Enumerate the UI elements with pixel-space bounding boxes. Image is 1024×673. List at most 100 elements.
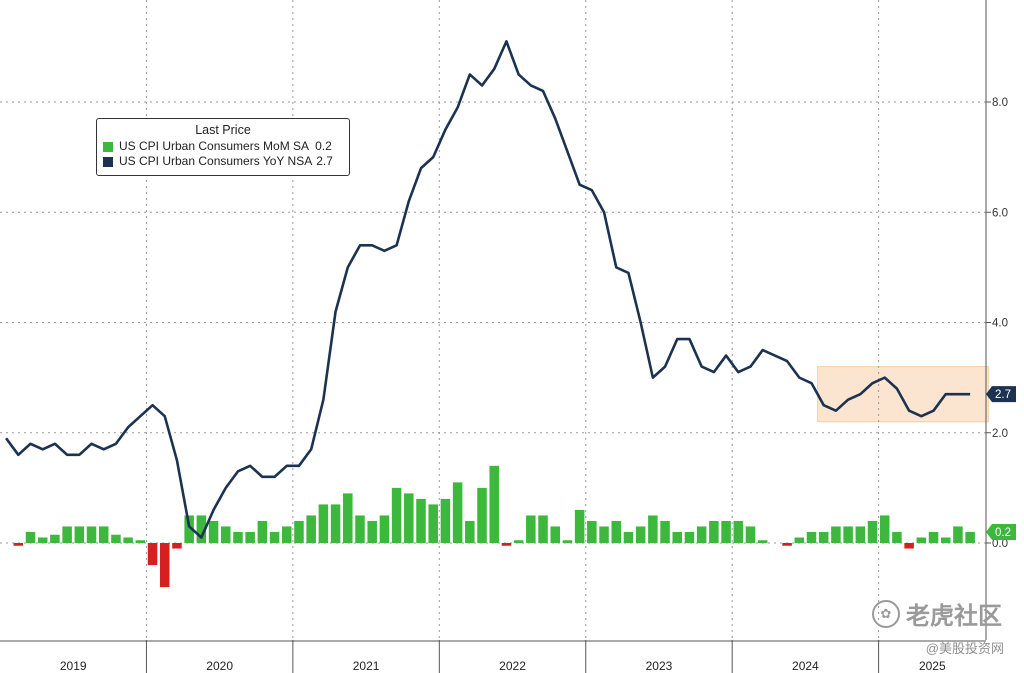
mom-bar (660, 520, 670, 543)
mom-bar (574, 509, 585, 543)
mom-bar (806, 531, 817, 543)
mom-bar (245, 531, 255, 543)
yoy-value-tag-label: 2.7 (995, 389, 1011, 401)
mom-bar (282, 526, 292, 543)
yoy-line (5, 40, 971, 539)
watermark-brand: 老虎社区 (906, 603, 1002, 630)
mom-bar (367, 520, 377, 543)
mom-bar (757, 540, 768, 543)
mom-bar (879, 515, 890, 543)
y-tick-label: 8.0 (992, 97, 1008, 109)
mom-bar (13, 543, 24, 546)
mom-bar (526, 515, 536, 543)
mom-bar (257, 520, 268, 543)
x-tick-label: 2025 (919, 659, 946, 673)
mom-bar (62, 526, 72, 543)
mom-bar (404, 493, 414, 543)
mom-bar (452, 482, 463, 543)
mom-bar (501, 543, 512, 546)
mom-bar (648, 515, 658, 543)
mom-bar (306, 515, 316, 543)
watermark-sub: @美股投资网 (925, 641, 1004, 656)
mom-bar (623, 531, 634, 543)
yoy-value-tag (986, 386, 1016, 403)
mom-bar (940, 537, 951, 543)
mom-bar (843, 526, 853, 543)
mom-bar (733, 520, 744, 543)
legend: Last Price US CPI Urban Consumers MoM SA… (96, 118, 350, 176)
mom-bar (867, 520, 878, 543)
mom-bar (745, 526, 756, 543)
y-tick-label: 6.0 (992, 207, 1008, 219)
mom-bar (440, 498, 451, 543)
x-tick-label: 2022 (499, 659, 526, 673)
mom-bar (928, 531, 939, 543)
legend-label-yoy: US CPI Urban Consumers YoY NSA (119, 154, 313, 168)
mom-bar (855, 526, 866, 543)
mom-bar (355, 515, 365, 543)
mom-bar (635, 526, 646, 543)
x-tick-label: 2023 (646, 659, 673, 673)
mom-bar (208, 520, 219, 543)
x-tick-label: 2024 (792, 659, 819, 673)
mom-bar (550, 526, 560, 543)
mom-bar (587, 520, 597, 543)
legend-label-mom: US CPI Urban Consumers MoM SA (119, 139, 310, 153)
mom-bar (50, 534, 60, 543)
x-tick-label: 2020 (206, 659, 233, 673)
mom-bar (489, 465, 499, 543)
mom-bar (25, 531, 36, 543)
y-tick-label: 0.0 (992, 538, 1008, 550)
mom-bar (818, 531, 829, 543)
mom-bar (269, 531, 280, 543)
mom-bar (428, 504, 438, 543)
mom-bar (172, 543, 182, 549)
mom-bar (513, 540, 524, 543)
mom-bar (465, 520, 475, 543)
legend-value-yoy: 2.7 (316, 154, 333, 168)
mom-bar (916, 537, 927, 543)
legend-swatch-yoy (103, 156, 113, 167)
legend-title: Last Price (195, 123, 251, 137)
mom-bar (318, 504, 329, 543)
mom-bar (379, 515, 390, 543)
mom-bar (111, 534, 121, 543)
mom-bar (343, 493, 353, 543)
mom-bar (159, 543, 170, 588)
mom-bar (330, 504, 341, 543)
mom-bar (294, 520, 304, 543)
mom-bar (233, 531, 243, 543)
mom-bar (37, 537, 48, 543)
mom-bar (74, 526, 85, 543)
mom-bar (147, 543, 158, 566)
mom-bar (562, 540, 573, 543)
mom-bar (196, 515, 207, 543)
mom-bar (391, 487, 402, 543)
mom-bar (831, 526, 841, 543)
mom-bar (684, 531, 695, 543)
mom-bar (696, 526, 707, 543)
y-tick-label: 4.0 (992, 318, 1008, 330)
mom-bar (220, 526, 231, 543)
mom-bar (672, 531, 683, 543)
mom-bar (794, 537, 805, 543)
x-tick-label: 2021 (353, 659, 380, 673)
y-tick-label: 2.0 (992, 428, 1008, 440)
mom-bar (477, 487, 487, 543)
mom-bar (709, 520, 719, 543)
mom-bar (611, 520, 622, 543)
legend-item-yoy: US CPI Urban Consumers YoY NSA 2.7 (103, 154, 343, 169)
mom-bar (184, 515, 194, 543)
mom-bar (782, 543, 792, 546)
mom-bar (416, 498, 426, 543)
legend-item-mom: US CPI Urban Consumers MoM SA 0.2 (103, 139, 343, 154)
mom-bar (123, 537, 133, 543)
mom-bar (721, 520, 731, 543)
legend-value-mom: 0.2 (315, 139, 332, 153)
mom-bar (86, 526, 97, 543)
mom-bar (98, 526, 109, 543)
mom-bar (892, 531, 902, 543)
mom-bar (135, 540, 146, 543)
